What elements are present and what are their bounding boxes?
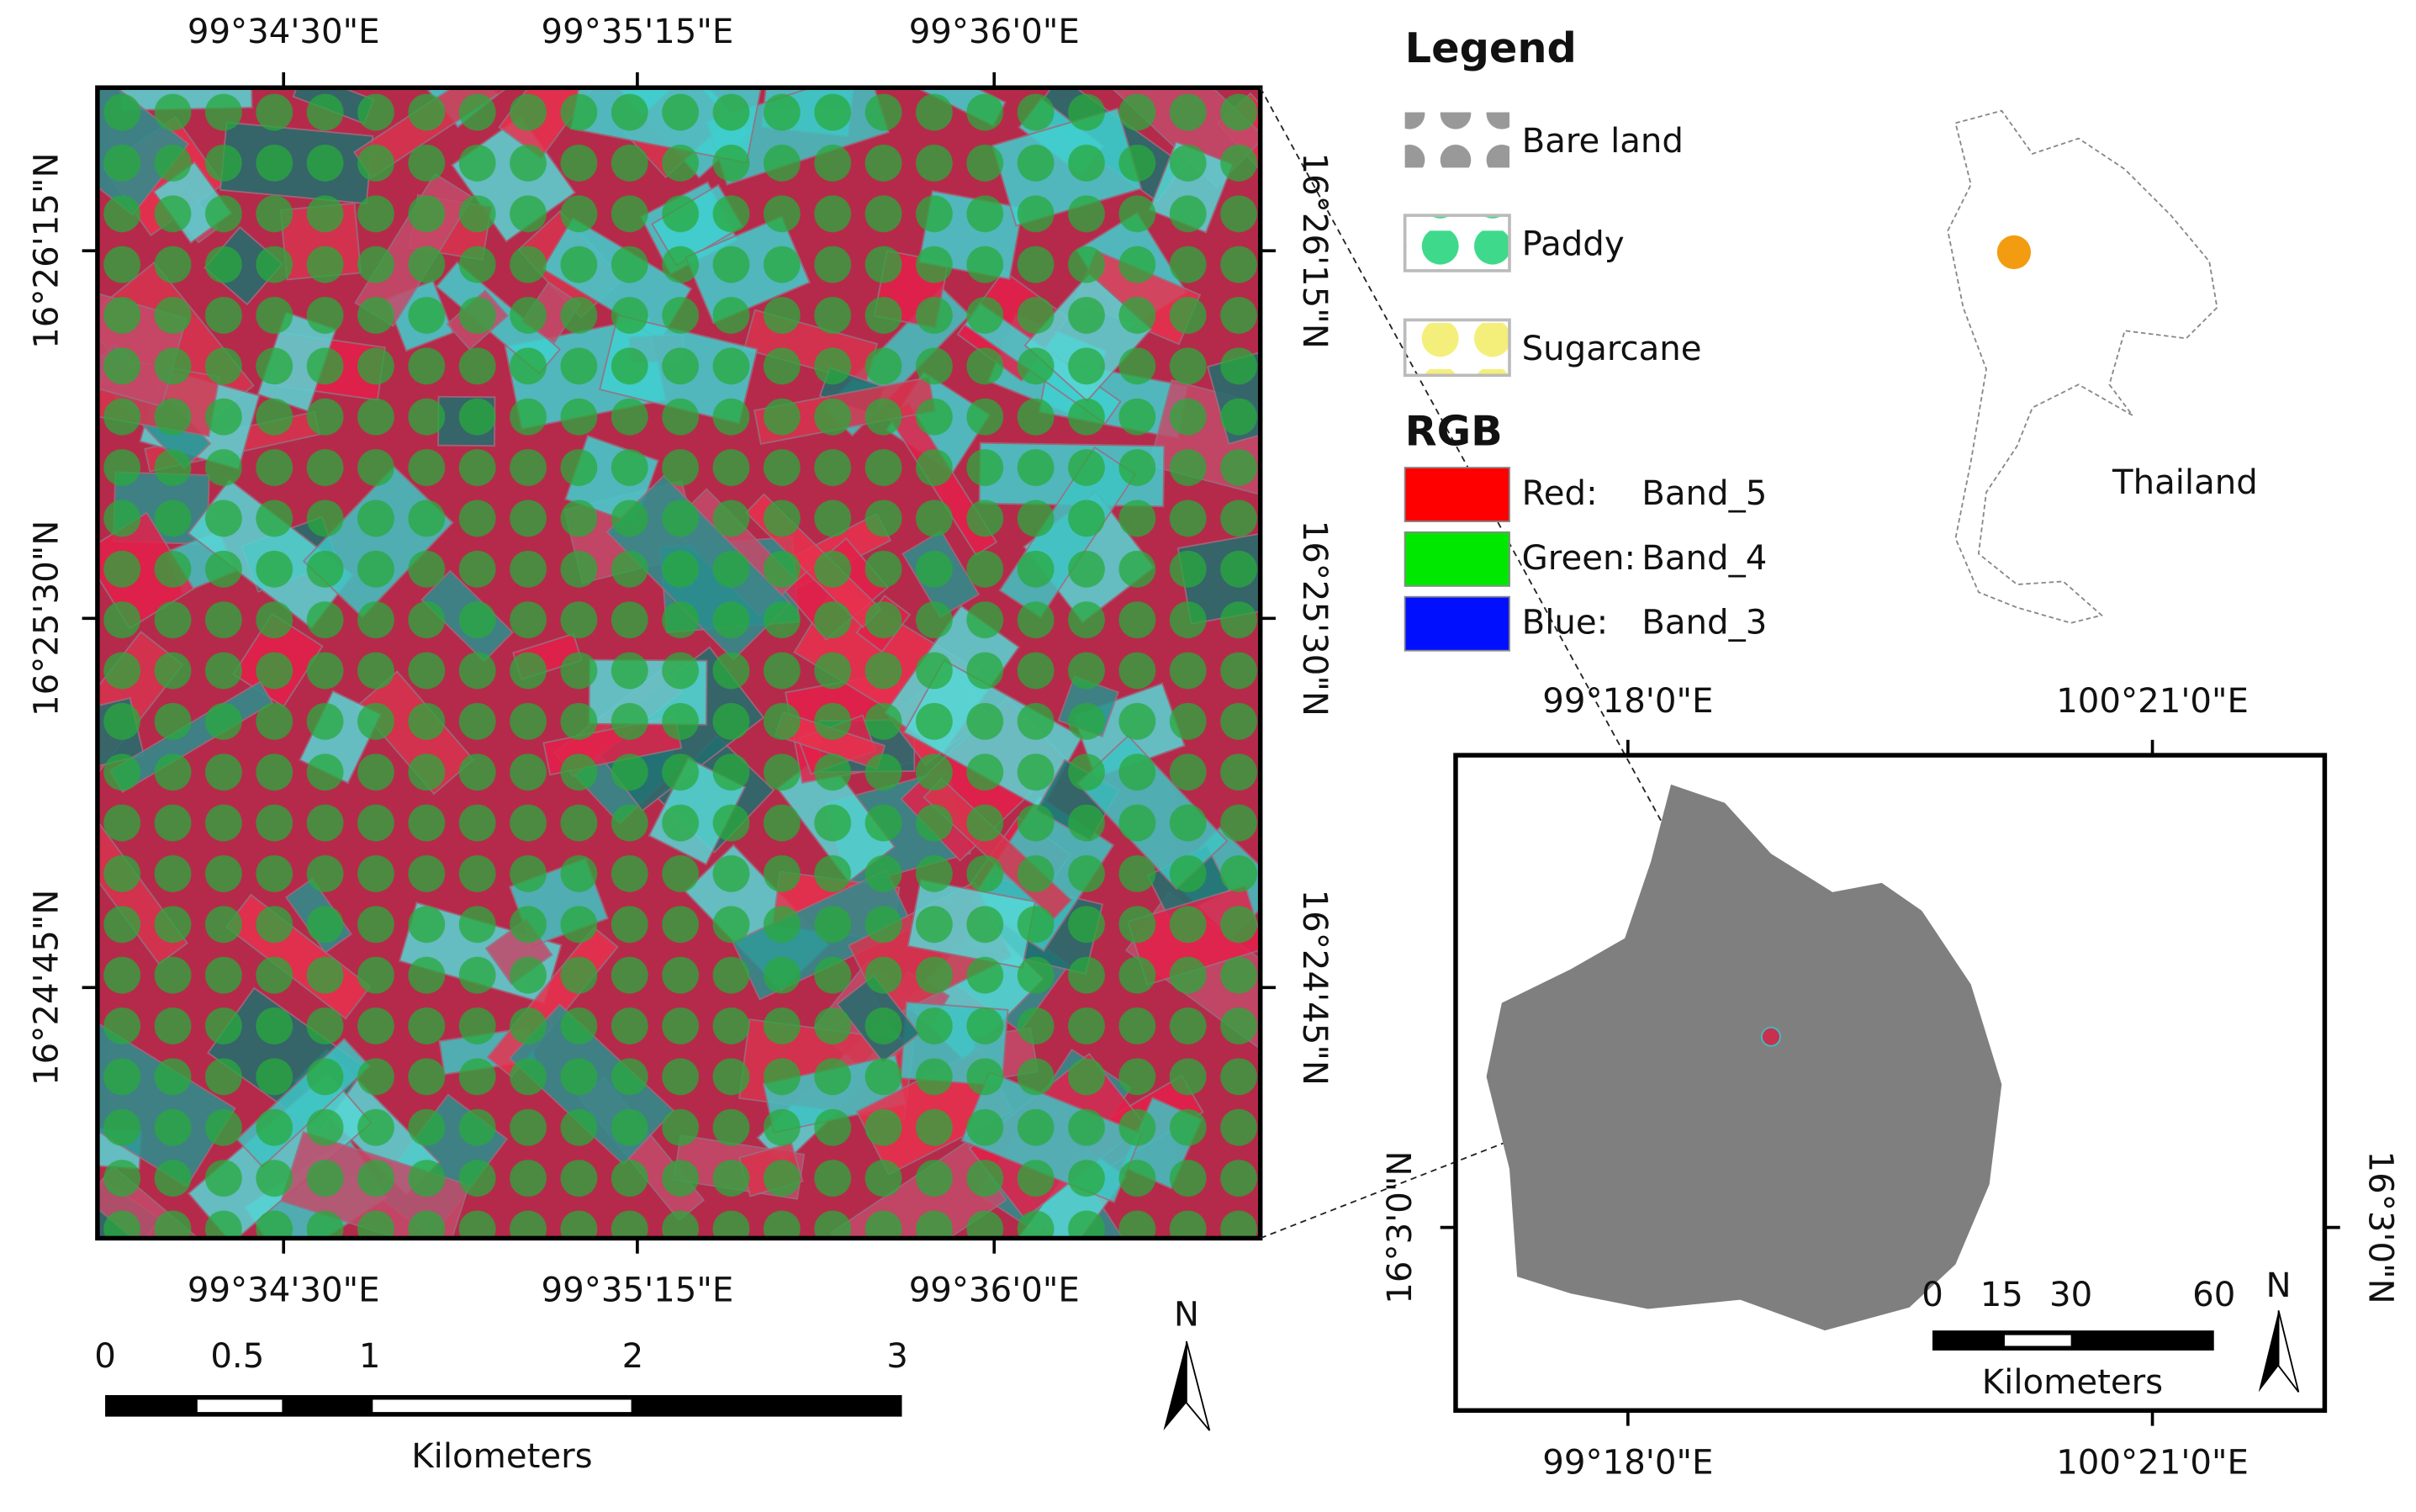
scale-label: 30 — [2049, 1276, 2092, 1314]
scale-label: 0 — [94, 1337, 116, 1376]
legend-item: Paddy — [1522, 225, 1625, 264]
scale-unit: Kilometers — [1982, 1363, 2163, 1402]
map-frame — [95, 85, 1263, 1241]
scale-label: 60 — [2192, 1276, 2235, 1314]
bare-land-symbol — [1404, 112, 1510, 168]
sugarcane-symbol — [1403, 318, 1511, 378]
scale-segment — [197, 1399, 283, 1413]
scale-label: 15 — [1980, 1276, 2023, 1314]
rgb-channel: Blue: — [1522, 604, 1609, 642]
lat-label: 16°24'45"N — [27, 890, 66, 1086]
satellite-image — [97, 87, 1261, 1239]
lon-label: 99°34'30"E — [188, 1271, 380, 1309]
lat-label: 16°26'15"N — [1295, 152, 1334, 348]
north-arrow — [1185, 1340, 1211, 1431]
scale-segment — [1932, 1330, 2214, 1351]
study-area — [1761, 1026, 1781, 1047]
locator-label: Thailand — [2112, 463, 2258, 502]
rgb-band: Band_3 — [1642, 604, 1767, 642]
legend-item: Sugarcane — [1522, 330, 1702, 368]
scale-label: 3 — [886, 1337, 908, 1376]
thailand-outline — [1947, 109, 2218, 624]
province-marker — [1996, 235, 2032, 270]
legend-item: Bare land — [1522, 122, 1684, 161]
lon-label: 99°18'0"E — [1542, 682, 1713, 721]
lat-label: 16°25'30"N — [27, 521, 66, 716]
paddy-symbol — [1403, 214, 1511, 272]
rgb-channel: Red: — [1522, 474, 1598, 513]
rgb-band: Band_4 — [1642, 539, 1767, 578]
blue-swatch — [1404, 595, 1510, 652]
class-overlay — [97, 87, 1261, 1239]
lon-label: 100°21'0"E — [2056, 1443, 2249, 1482]
rgb-title: RGB — [1405, 406, 1503, 455]
north-arrow — [1163, 1340, 1187, 1431]
north-label: N — [1174, 1296, 1199, 1335]
green-swatch — [1404, 531, 1510, 587]
scale-label: 1 — [359, 1337, 381, 1376]
legend-title: Legend — [1405, 24, 1577, 72]
rgb-band: Band_5 — [1642, 474, 1767, 513]
red-swatch — [1404, 467, 1510, 522]
lon-label: 99°18'0"E — [1542, 1443, 1713, 1482]
scale-unit: Kilometers — [411, 1437, 592, 1476]
scale-segment — [2004, 1335, 2071, 1346]
lat-label: 16°3'0"N — [1381, 1151, 1419, 1304]
scale-segment — [373, 1399, 632, 1413]
rgb-channel: Green: — [1522, 539, 1636, 578]
north-label: N — [2265, 1266, 2291, 1305]
lon-label: 99°36'0"E — [909, 1271, 1080, 1309]
lat-label: 16°25'30"N — [1295, 521, 1334, 716]
scale-bar — [105, 1394, 902, 1417]
lon-label: 99°36'0"E — [909, 13, 1080, 51]
lat-label: 16°24'45"N — [1295, 890, 1334, 1086]
lon-label: 99°35'15"E — [542, 1271, 734, 1309]
lat-label: 16°26'15"N — [27, 152, 66, 348]
lat-label: 16°3'0"N — [2360, 1151, 2399, 1304]
inset-frame — [1453, 753, 2328, 1414]
lon-label: 99°35'15"E — [542, 13, 734, 51]
scale-label: 0 — [1922, 1276, 1943, 1314]
inset-scale-bar — [1932, 1330, 2214, 1351]
lon-label: 100°21'0"E — [2056, 682, 2249, 721]
scale-label: 2 — [622, 1337, 644, 1376]
scale-label: 0.5 — [210, 1337, 264, 1376]
north-arrow — [2277, 1310, 2300, 1393]
north-arrow — [2258, 1310, 2279, 1393]
province — [1486, 784, 2002, 1331]
lon-label: 99°34'30"E — [188, 13, 380, 51]
